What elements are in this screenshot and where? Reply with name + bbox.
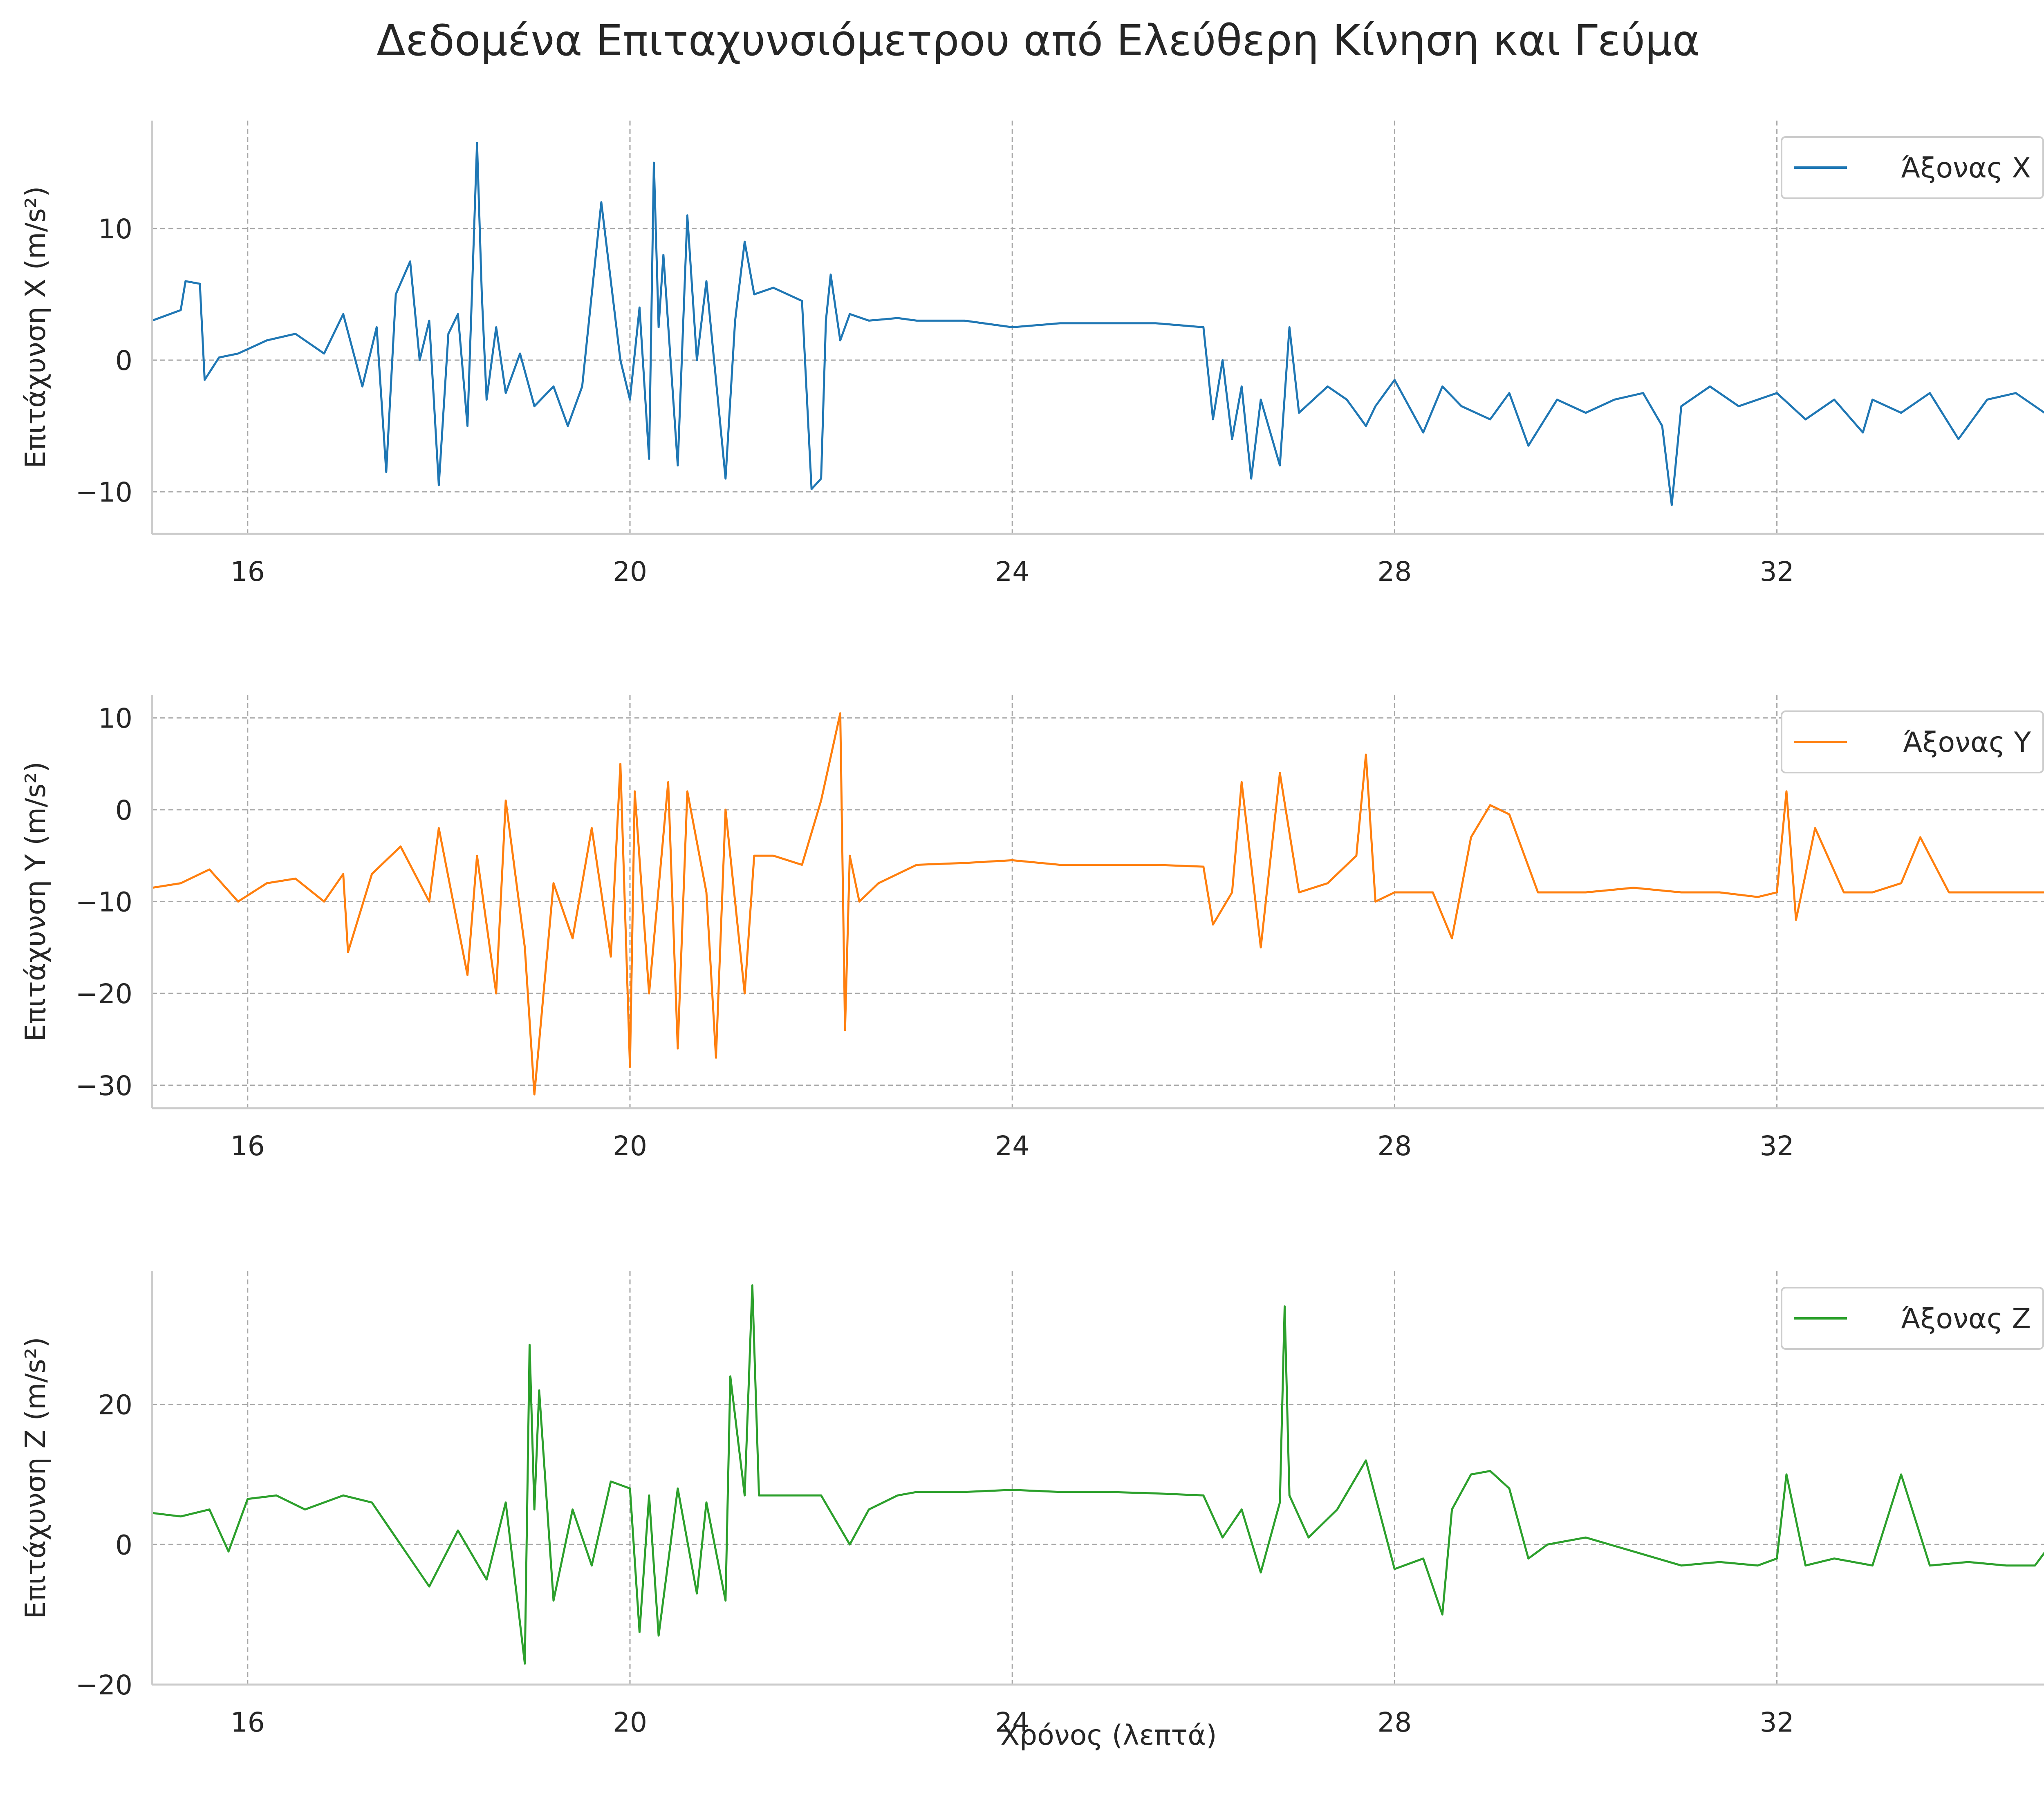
x-tick-label: 28 [1377,1707,1412,1738]
series-line-z-axis [152,1284,2044,1665]
x-tick-label: 16 [231,1707,265,1738]
legend-label: Άξονας Z [1901,1303,2031,1335]
legend-box [1781,1287,2044,1350]
x-tick-label: 20 [613,556,647,587]
legend: Άξονας X [1781,136,2044,199]
x-tick-label: 28 [1377,1130,1412,1162]
legend-box [1781,136,2044,199]
x-tick-label: 16 [231,556,265,587]
series-line-y-axis [152,712,2044,1096]
legend: Άξονας Y [1781,710,2044,773]
grid-lines [152,695,2044,1108]
y-axis-label: Επιτάχυνση Z (m/s²) [20,1337,52,1619]
legend: Άξονας Z [1781,1287,2044,1350]
y-tick-label: −20 [76,1669,132,1701]
x-tick-label: 32 [1760,556,1794,587]
y-tick-label: 10 [98,213,132,245]
grid-lines [152,1271,2044,1685]
y-tick-labels: −10 0 10 [76,213,132,508]
x-tick-label: 32 [1760,1130,1794,1162]
subplot-y-axis: −30 −20 −10 0 10 16 20 24 28 32 Επιτάχυνση Y (m/… [20,695,2044,1162]
y-axis-label: Επιτάχυνση Y (m/s²) [20,762,52,1042]
chart-title: Δεδομένα Επιταχυνσιόμετρου από Ελεύθερη … [377,16,1700,65]
x-axis-label: Χρόνος (λεπτά) [1000,1719,1217,1752]
legend-label: Άξονας Y [1903,726,2031,759]
x-tick-label: 24 [995,1707,1029,1738]
grid-lines [152,121,2044,534]
y-tick-label: −10 [76,477,132,508]
x-tick-labels: 16 20 24 28 32 [231,1130,1794,1162]
x-tick-label: 24 [995,1130,1029,1162]
x-tick-labels: 16 20 24 28 32 [231,556,1794,587]
y-tick-label: −20 [76,978,132,1010]
y-tick-label: −30 [76,1070,132,1102]
x-tick-label: 24 [995,556,1029,587]
y-tick-labels: −30 −20 −10 0 10 [76,703,132,1102]
y-tick-label: 0 [115,345,132,376]
y-axis-label: Επιτάχυνση X (m/s²) [20,186,52,468]
subplot-x-axis: −10 0 10 16 20 24 28 32 Επιτάχυνση X (m/s²) Άξ… [20,121,2044,587]
x-tick-label: 20 [613,1707,647,1738]
x-tick-label: 32 [1760,1707,1794,1738]
subplot-z-axis: −20 0 20 16 20 24 28 32 Επιτάχυνση Z (m/s²) Άξ… [20,1271,2044,1738]
legend-box [1781,710,2044,773]
y-tick-label: 20 [98,1389,132,1421]
x-tick-labels: 16 20 24 28 32 [231,1707,1794,1738]
x-tick-label: 20 [613,1130,647,1162]
y-tick-labels: −20 0 20 [76,1389,132,1701]
x-tick-label: 16 [231,1130,265,1162]
legend-label: Άξονας X [1901,152,2031,184]
y-tick-label: 0 [115,795,132,826]
x-tick-label: 28 [1377,556,1412,587]
y-tick-label: 10 [98,703,132,734]
series-line-x-axis [152,142,2044,506]
y-tick-label: 0 [115,1529,132,1561]
y-tick-label: −10 [76,887,132,918]
